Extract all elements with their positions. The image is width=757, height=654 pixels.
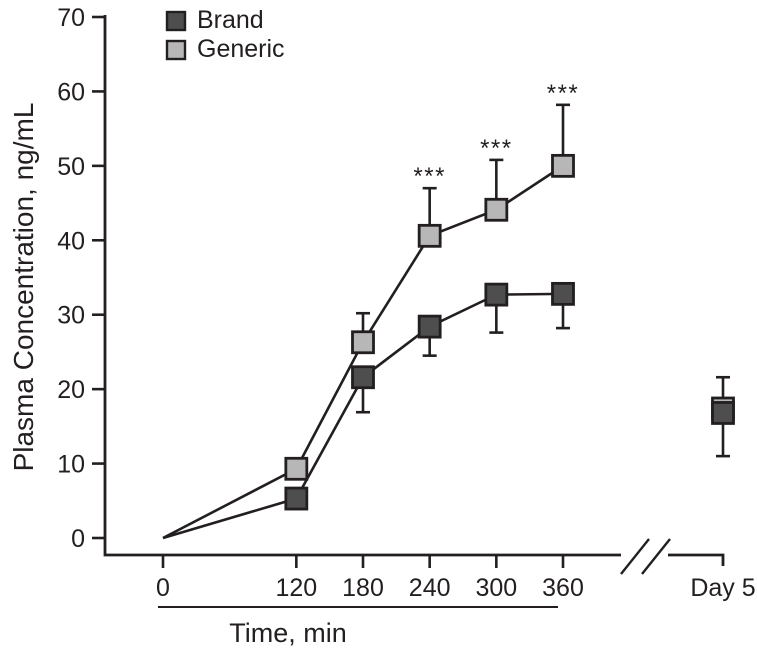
y-tick-label: 50 — [57, 153, 85, 181]
y-tick-label: 0 — [71, 525, 85, 553]
x-tick-label: 300 — [475, 574, 517, 602]
axis-break-slash-1 — [620, 538, 650, 575]
data-point-generic-180 — [351, 330, 375, 355]
data-point-generic-300 — [484, 197, 509, 222]
axis-break-slash-2 — [641, 538, 671, 575]
legend-item-generic: Generic — [165, 35, 285, 63]
data-point-generic-360 — [551, 153, 575, 178]
legend-swatch-brand — [165, 10, 187, 32]
y-tick-label: 30 — [57, 302, 85, 330]
y-tick-label: 10 — [57, 451, 85, 479]
x-tick-label: 120 — [275, 574, 317, 602]
y-tick-label: 20 — [57, 376, 85, 404]
axes — [103, 15, 725, 575]
legend-item-brand: Brand — [165, 6, 264, 34]
legend-label: Generic — [197, 35, 285, 63]
data-point-generic-120 — [284, 456, 309, 481]
markers — [284, 153, 735, 511]
data-point-brand-180 — [351, 365, 375, 390]
data-point-generic-240 — [417, 223, 442, 248]
significance-generic-300: *** — [480, 135, 513, 162]
x-tick-label: 360 — [542, 574, 584, 602]
y-tick-label: 60 — [57, 78, 85, 106]
legend-label: Brand — [197, 6, 264, 34]
x-axis-after-break — [668, 553, 725, 566]
significance-generic-240: *** — [413, 163, 446, 190]
y-tick-label: 40 — [57, 227, 85, 255]
error-bars — [356, 103, 730, 458]
y-tick-label: 70 — [57, 4, 85, 32]
x-tick-label: 240 — [409, 574, 451, 602]
data-point-brand-day5 — [711, 401, 735, 425]
y-axis-title: Plasma Concentration, ng/mL — [8, 103, 39, 472]
significance-generic-360: *** — [547, 80, 580, 107]
y-axis-ticks: 0 10 20 30 40 50 60 70 — [57, 4, 105, 553]
significance-marks: *** *** *** — [413, 80, 580, 190]
legend-swatch-generic — [165, 39, 187, 61]
data-point-brand-300 — [484, 282, 509, 307]
data-point-brand-120 — [284, 486, 309, 511]
data-point-brand-240 — [417, 314, 442, 339]
x-tick-label: 180 — [342, 574, 384, 602]
y-and-x-axis — [103, 15, 621, 557]
x-tick-label: 0 — [156, 574, 170, 602]
data-point-brand-360 — [551, 281, 575, 306]
x-tick-label-day5: Day 5 — [690, 574, 755, 602]
x-axis-ticks: 0 120 180 240 300 360 Day 5 — [156, 555, 756, 602]
x-axis-title: Time, min — [229, 618, 347, 648]
